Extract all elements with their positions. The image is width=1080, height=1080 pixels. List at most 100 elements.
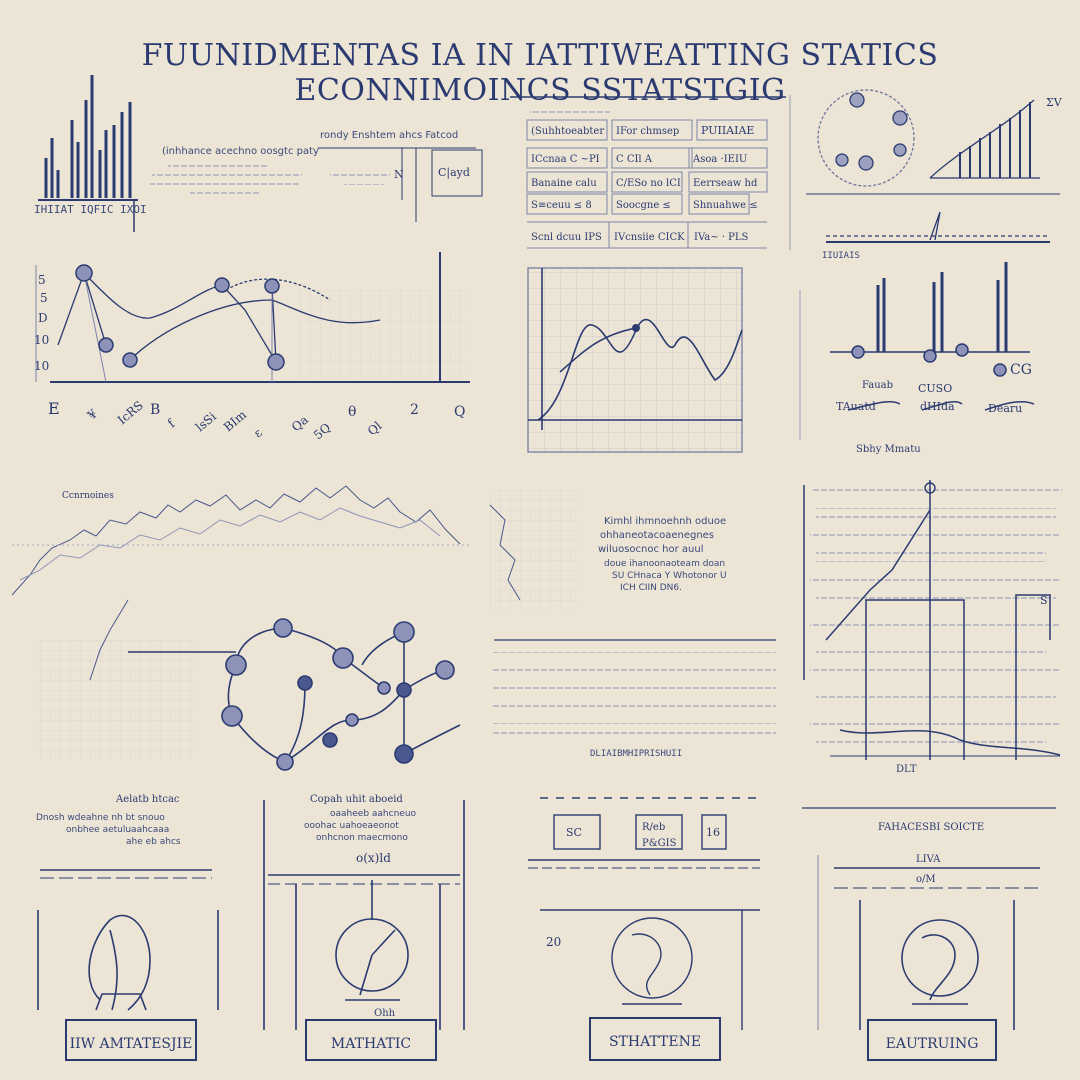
spike-caption: Sbhy Mmatu — [856, 444, 921, 455]
graph-node — [332, 647, 354, 669]
spike-node — [851, 345, 865, 359]
table-row: S≡ceuu ≤ 8 Soocgne ≤ Shnuahwe ≤ — [531, 200, 758, 211]
scatter-text-line: Kimhl ihmnoehnh oduoe — [604, 516, 726, 527]
ramp-axis-label: ΣV — [1046, 96, 1063, 109]
card-header: FAHACESBI SOICTE — [878, 822, 984, 833]
table-cell: C CIl A — [616, 154, 653, 165]
x-tick-label: 2 — [410, 402, 419, 418]
graph-node — [273, 618, 293, 638]
network-x-labels: E ¥ IcRS B f lsSi BIm ε Qa 5Q θ Ql 2 Q — [48, 398, 465, 442]
card-mark: o(x)ld — [356, 851, 391, 865]
spike-label: CG — [1010, 362, 1032, 378]
card-header: Aelatb htcac — [115, 794, 180, 805]
network-plot-left: 5 5 D 10 10 E ¥ IcRS B f lsSi BIm ε Qa 5… — [34, 252, 470, 442]
card-subtext: LIVA — [916, 854, 941, 865]
y-tick-label: 10 — [34, 359, 49, 373]
scatter-middle-center: Kimhl ihmnoehnh oduoe ohhaneotacoaenegne… — [489, 490, 727, 610]
x-tick-label: IcRS — [115, 398, 146, 427]
table-header-cell: PUIIAIAE — [701, 124, 754, 137]
y-tick-label: 5 — [38, 273, 46, 287]
spike-chart-right — [799, 262, 1035, 440]
table-cell: ICcnaa C ~PI — [531, 154, 600, 165]
bar-chart-top-left — [38, 75, 138, 232]
table-row: Scnl dcuu IPS IVcnsiie CICK IVa~ · PLS — [531, 232, 749, 243]
wave-peak-marker — [632, 324, 640, 332]
graph-node — [393, 621, 415, 643]
text-block-top-left: (inhhance acechno oosgtc paty — [150, 146, 319, 197]
table-header: (Suhhtoeabter IFor chmsep PUIIAIAE — [531, 124, 754, 137]
card-subtext: o/M — [916, 874, 936, 885]
graph-node — [322, 732, 338, 748]
graph-node — [276, 753, 294, 771]
card-subtext: R/eb — [642, 822, 665, 833]
graph-node — [345, 713, 359, 727]
spike-label: Fauab — [862, 380, 893, 391]
table-row: ICcnaa C ~PI C CIl A Asoa ·IEIU — [531, 154, 747, 165]
text-lines-middle: DLIAIBMHIPRISHUII — [492, 639, 776, 759]
spike-sub-label: TAuatd — [836, 400, 876, 413]
card-subtext: onbhee aetuluaahcaaa — [66, 825, 169, 835]
card-header: Copah uhit aboeid — [310, 794, 403, 805]
table-cell: Asoa ·IEIU — [692, 154, 747, 165]
formula-label-b: C|ayd — [438, 166, 470, 180]
card-label-box — [589, 1017, 721, 1061]
card-subtext: 16 — [706, 826, 720, 839]
spike-node — [955, 343, 969, 357]
x-tick-label: lsSi — [193, 409, 219, 434]
network-node — [98, 337, 114, 353]
card-subtext: onhcnon maecmono — [316, 833, 408, 843]
wave-grid-center — [527, 267, 743, 453]
spike-node — [923, 349, 937, 363]
graph-node — [297, 675, 313, 691]
page-title: FUUNIDMENTAS IA IN IATTIWEATTING STATICS… — [141, 38, 939, 108]
x-tick-label: Ql — [365, 419, 385, 439]
table-header-cell: (Suhhtoeabter — [531, 126, 604, 137]
x-tick-label: ε — [251, 426, 265, 441]
graph-node — [225, 654, 247, 676]
noisy-line-label: Ccnrnoines — [62, 491, 114, 501]
table-cell: C/ESo no lCI — [616, 178, 681, 189]
table-header-cell: IFor chmsep — [616, 126, 679, 137]
graph-node — [221, 705, 243, 727]
text-lines-caption: DLIAIBMHIPRISHUII — [590, 749, 682, 759]
card-label-box — [867, 1019, 997, 1061]
spike-label: CUSO — [918, 382, 952, 395]
card-label: EAUTRUING — [886, 1036, 979, 1052]
table-top: (Suhhtoeabter IFor chmsep PUIIAIAE ICcna… — [510, 95, 791, 250]
graph-node — [394, 744, 414, 764]
card-tick: 20 — [546, 935, 561, 949]
line-chart-right-middle: S DLT — [803, 480, 1062, 775]
table-cell: Soocgne ≤ — [616, 200, 671, 211]
graph-node — [435, 660, 455, 680]
network-y-ticks: 5 5 D 10 10 — [34, 273, 49, 373]
bottom-card-1: Aelatb htcac Dnosh wdeahne nh bt snouo o… — [36, 794, 219, 1061]
spike-node — [993, 363, 1007, 377]
network-node — [75, 264, 93, 282]
network-node — [267, 353, 285, 371]
bar-chart-bars — [44, 75, 132, 198]
graph-node — [377, 681, 391, 695]
card-subtext: Dnosh wdeahne nh bt snouo — [36, 813, 165, 823]
bottom-card-3: SC R/eb P&GIS 16 20 STHATTENE — [528, 797, 760, 1061]
card-label: STHATTENE — [609, 1034, 701, 1050]
line-chart-bottom-label: DLT — [896, 764, 917, 775]
bottom-card-2: Copah uhit aboeid oaaheeb aahcneuo oooha… — [263, 794, 465, 1061]
spike-labels: Fauab CUSO CG TAuatd dHIda Dearu Sbhy Mm… — [836, 362, 1032, 455]
scatter-text-line: doue ihanoonaoteam doan — [604, 559, 725, 569]
x-tick-label: E — [48, 399, 60, 418]
x-tick-label: f — [165, 416, 179, 431]
x-tick-label: ¥ — [84, 406, 100, 423]
graph-network-middle — [36, 599, 461, 771]
graph-node — [396, 682, 412, 698]
bar-chart-caption: IHIIAT IQFIC IXOI — [34, 203, 147, 216]
network-node — [264, 278, 280, 294]
scatter-text-line: ICH CIIN DN6. — [620, 583, 682, 593]
card-subtext: SC — [566, 826, 582, 839]
scatter-text-line: wiluosocnoc hor auul — [598, 544, 703, 555]
x-tick-label: θ — [348, 404, 356, 420]
spike-sub-label: dHIda — [920, 400, 955, 413]
x-tick-label: Qa — [289, 413, 311, 435]
spike-sub-label: Dearu — [988, 402, 1022, 415]
